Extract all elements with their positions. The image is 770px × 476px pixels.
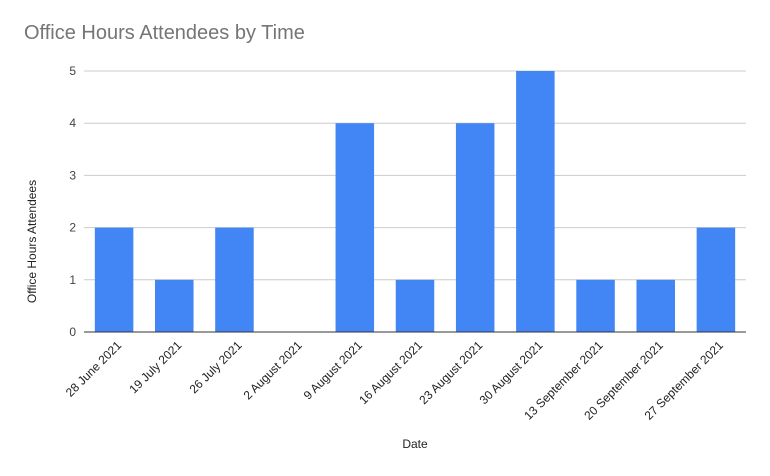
bar-series: [94, 71, 736, 332]
bar: [455, 123, 495, 332]
y-tick-label: 4: [69, 116, 76, 130]
x-tick-label: 16 August 2021: [356, 338, 425, 407]
grid-lines: [84, 70, 746, 281]
x-tick-label: 19 July 2021: [126, 338, 184, 396]
x-tick-label: 2 August 2021: [241, 338, 305, 402]
y-tick-label: 0: [69, 325, 76, 339]
bar: [516, 71, 555, 332]
x-tick-label: 30 August 2021: [477, 338, 546, 407]
x-axis-title: Date: [402, 437, 428, 451]
bar: [335, 123, 375, 332]
x-tick-label: 9 August 2021: [301, 338, 365, 402]
y-tick-label: 1: [69, 273, 76, 287]
x-tick-label: 23 August 2021: [416, 338, 485, 407]
bar: [215, 227, 254, 332]
bar: [636, 279, 675, 332]
bar: [94, 227, 134, 332]
x-tick-label: 26 July 2021: [187, 338, 245, 396]
bar: [576, 279, 615, 332]
y-tick-label: 3: [69, 168, 76, 182]
y-axis-ticks: 0 1 2 3 4 5: [69, 64, 76, 339]
y-tick-label: 5: [69, 64, 76, 78]
bar: [395, 279, 435, 332]
chart-title: Office Hours Attendees by Time: [24, 22, 305, 44]
bar: [155, 279, 194, 332]
x-tick-label: 28 June 2021: [63, 338, 125, 400]
y-axis-title: Office Hours Attendees: [25, 180, 39, 303]
bar: [696, 227, 736, 332]
y-tick-label: 2: [69, 221, 76, 235]
